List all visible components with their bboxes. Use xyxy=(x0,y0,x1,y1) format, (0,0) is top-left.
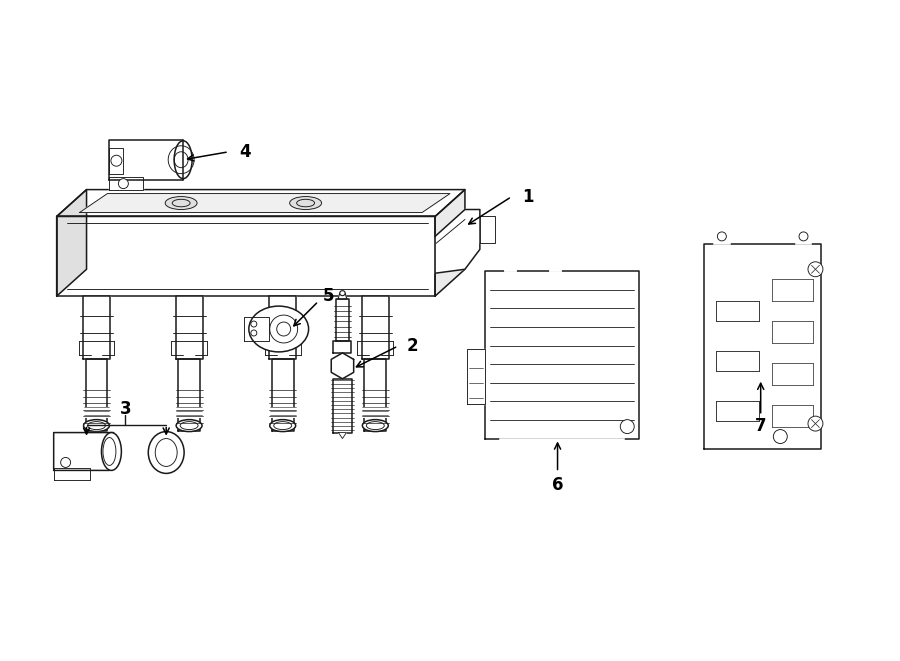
Text: 5: 5 xyxy=(322,287,334,305)
Text: 2: 2 xyxy=(406,337,418,355)
Polygon shape xyxy=(57,190,86,296)
Text: 1: 1 xyxy=(522,188,533,206)
Text: 7: 7 xyxy=(755,416,767,434)
Polygon shape xyxy=(176,296,202,359)
Polygon shape xyxy=(338,293,346,299)
Polygon shape xyxy=(57,190,465,217)
Polygon shape xyxy=(334,341,351,353)
Polygon shape xyxy=(269,296,296,359)
Polygon shape xyxy=(110,176,143,190)
Ellipse shape xyxy=(148,432,184,473)
Polygon shape xyxy=(704,245,822,449)
Polygon shape xyxy=(110,148,123,174)
Polygon shape xyxy=(435,190,465,296)
Polygon shape xyxy=(79,194,450,212)
Ellipse shape xyxy=(363,420,388,432)
Polygon shape xyxy=(467,349,485,404)
Circle shape xyxy=(717,232,726,241)
Bar xyxy=(176,407,203,416)
Circle shape xyxy=(808,262,823,277)
Ellipse shape xyxy=(290,196,321,210)
Ellipse shape xyxy=(84,420,110,432)
Circle shape xyxy=(119,178,129,188)
Ellipse shape xyxy=(175,141,192,178)
Ellipse shape xyxy=(176,420,202,432)
Polygon shape xyxy=(480,217,495,243)
Bar xyxy=(504,261,516,271)
Ellipse shape xyxy=(248,306,309,352)
Polygon shape xyxy=(272,359,293,430)
Polygon shape xyxy=(331,353,354,379)
Polygon shape xyxy=(244,317,269,341)
Circle shape xyxy=(773,430,788,444)
Bar xyxy=(269,407,297,416)
Ellipse shape xyxy=(340,291,345,295)
Circle shape xyxy=(799,232,808,241)
Bar xyxy=(500,438,625,453)
Text: 3: 3 xyxy=(120,400,131,418)
Bar xyxy=(714,229,730,245)
Polygon shape xyxy=(86,359,107,430)
Polygon shape xyxy=(110,140,183,180)
Polygon shape xyxy=(364,359,386,430)
Polygon shape xyxy=(333,379,352,432)
Bar xyxy=(362,407,390,416)
Circle shape xyxy=(808,416,823,431)
Text: 4: 4 xyxy=(238,143,250,161)
Polygon shape xyxy=(362,296,389,359)
Ellipse shape xyxy=(166,196,197,210)
Polygon shape xyxy=(83,296,110,359)
Polygon shape xyxy=(338,432,346,438)
Text: 6: 6 xyxy=(552,477,563,494)
Ellipse shape xyxy=(270,420,296,432)
Polygon shape xyxy=(57,217,435,296)
Polygon shape xyxy=(435,210,480,273)
Polygon shape xyxy=(54,432,113,471)
Polygon shape xyxy=(485,271,639,438)
Bar xyxy=(549,261,561,271)
Polygon shape xyxy=(336,299,349,341)
Bar xyxy=(796,229,812,245)
Polygon shape xyxy=(54,469,89,481)
Circle shape xyxy=(620,420,634,434)
Polygon shape xyxy=(178,359,200,430)
Ellipse shape xyxy=(102,432,122,471)
Bar xyxy=(83,407,111,416)
